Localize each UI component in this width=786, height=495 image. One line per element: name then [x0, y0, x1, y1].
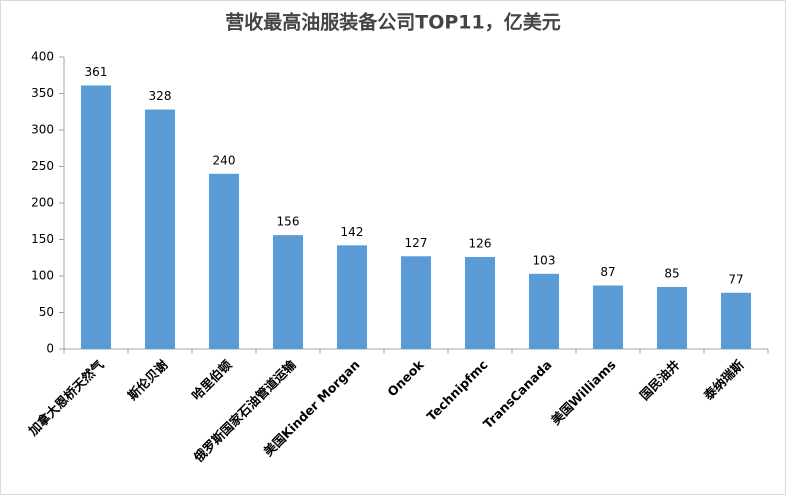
data-label: 127: [405, 236, 428, 250]
data-label: 240: [213, 153, 236, 167]
y-tick-label: 100: [31, 269, 54, 283]
data-label: 103: [533, 253, 556, 267]
bar: [81, 85, 111, 349]
bar: [657, 286, 687, 349]
y-tick-label: 200: [31, 196, 54, 210]
y-tick-label: 400: [31, 50, 54, 64]
y-tick-label: 300: [31, 123, 54, 137]
bar: [209, 173, 239, 349]
data-label: 328: [149, 89, 172, 103]
bar: [721, 292, 751, 349]
y-tick-label: 350: [31, 86, 54, 100]
data-label: 126: [469, 237, 492, 251]
data-label: 361: [85, 65, 108, 79]
chart-title: 营收最高油服装备公司TOP11，亿美元: [225, 11, 560, 34]
data-label: 156: [277, 215, 300, 229]
y-tick-label: 250: [31, 159, 54, 173]
data-label: 142: [341, 225, 364, 239]
bar: [593, 285, 623, 349]
data-label: 87: [600, 265, 615, 279]
bar: [273, 235, 303, 349]
bar: [465, 257, 495, 349]
data-label: 77: [728, 272, 743, 286]
bar: [145, 109, 175, 349]
bar: [529, 273, 559, 349]
y-tick-label: 50: [39, 305, 54, 319]
y-tick-label: 150: [31, 232, 54, 246]
data-label: 85: [664, 266, 679, 280]
y-tick-label: 0: [46, 342, 54, 356]
bar: [337, 245, 367, 349]
bar: [401, 256, 431, 349]
